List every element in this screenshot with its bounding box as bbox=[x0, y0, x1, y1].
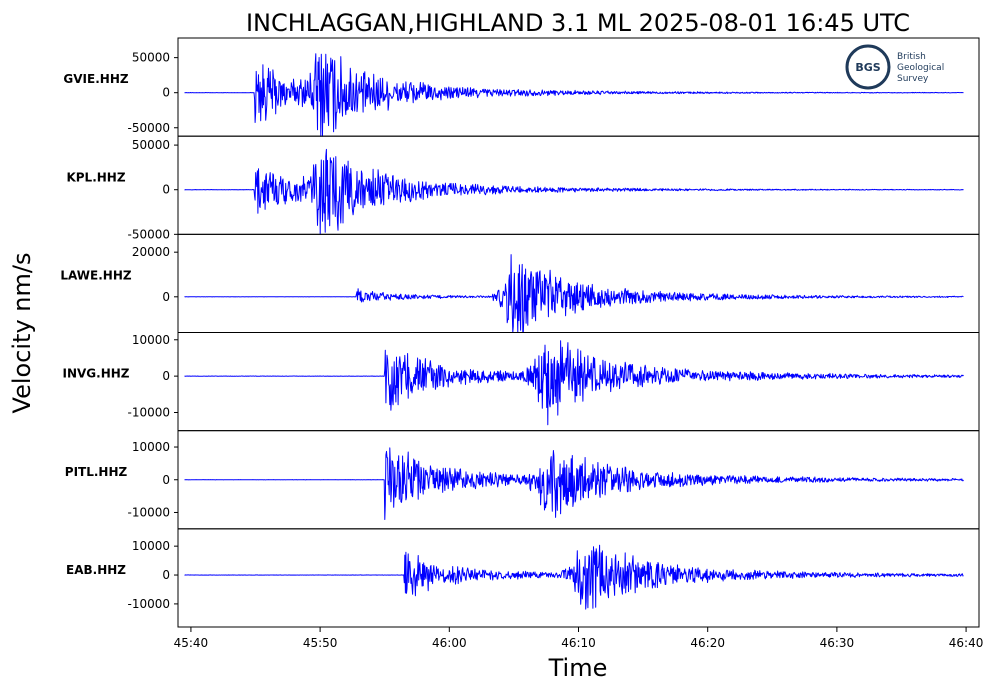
x-axis-label: Time bbox=[548, 654, 608, 682]
x-tick-label: 46:20 bbox=[690, 636, 725, 650]
y-tick-label: 10000 bbox=[132, 539, 170, 553]
bgs-logo: BGS British Geological Survey bbox=[845, 44, 944, 90]
x-tick-label: 46:10 bbox=[561, 636, 596, 650]
y-tick-label: -10000 bbox=[127, 597, 170, 611]
y-tick-label: 10000 bbox=[132, 333, 170, 347]
bgs-logo-line-1: British bbox=[897, 52, 926, 62]
waveform-lawe-hhz bbox=[184, 254, 964, 333]
y-tick-label: 0 bbox=[162, 568, 170, 582]
waveform-pitl-hhz bbox=[184, 447, 964, 520]
trace-panels: GVIE.HHZ500000-50000KPL.HHZ500000-50000L… bbox=[60, 37, 980, 628]
station-label: GVIE.HHZ bbox=[63, 72, 128, 86]
chart-title: INCHLAGGAN,HIGHLAND 3.1 ML 2025-08-01 16… bbox=[246, 9, 910, 37]
y-axis-label: Velocity nm/s bbox=[8, 253, 36, 414]
y-tick-label: 0 bbox=[162, 290, 170, 304]
waveform-gvie-hhz bbox=[184, 53, 964, 137]
station-label: KPL.HHZ bbox=[66, 170, 125, 184]
waveform-invg-hhz bbox=[184, 340, 964, 426]
y-tick-label: 0 bbox=[162, 369, 170, 383]
x-tick-label: 46:00 bbox=[432, 636, 467, 650]
y-tick-label: 0 bbox=[162, 86, 170, 100]
x-tick-label: 45:50 bbox=[303, 636, 338, 650]
x-axis: 45:40 45:50 46:00 46:10 46:20 46:30 46:40 bbox=[174, 627, 984, 650]
station-label: LAWE.HHZ bbox=[60, 268, 131, 282]
trace-panel-kpl-hhz: KPL.HHZ 50000 0 -50000 bbox=[66, 135, 980, 241]
x-tick-label: 46:30 bbox=[820, 636, 855, 650]
y-tick-label: -50000 bbox=[127, 121, 170, 135]
trace-panel-gvie-hhz: GVIE.HHZ 50000 0 -50000 bbox=[63, 37, 980, 137]
y-tick-label: 20000 bbox=[132, 245, 170, 259]
y-tick-label: 10000 bbox=[132, 440, 170, 454]
waveform-kpl-hhz bbox=[184, 148, 964, 235]
station-label: INVG.HHZ bbox=[63, 367, 130, 381]
x-tick-label: 46:40 bbox=[949, 636, 984, 650]
trace-panel-pitl-hhz: PITL.HHZ 10000 0 -10000 bbox=[65, 430, 980, 530]
waveform-eab-hhz bbox=[184, 544, 964, 610]
y-tick-label: 0 bbox=[162, 183, 170, 197]
trace-panel-invg-hhz: INVG.HHZ 10000 0 -10000 bbox=[63, 332, 980, 432]
bgs-logo-ring bbox=[845, 44, 891, 90]
station-label: EAB.HHZ bbox=[66, 563, 126, 577]
station-label: PITL.HHZ bbox=[65, 465, 128, 479]
panel-frame bbox=[177, 528, 980, 628]
y-tick-label: 50000 bbox=[132, 138, 170, 152]
y-tick-label: -10000 bbox=[127, 405, 170, 419]
y-tick-label: 50000 bbox=[132, 51, 170, 65]
panel-frame bbox=[177, 233, 980, 333]
bgs-logo-line-2: Geological bbox=[897, 63, 944, 73]
y-tick-label: -10000 bbox=[127, 505, 170, 519]
bgs-logo-line-3: Survey bbox=[897, 74, 929, 84]
panel-frame bbox=[177, 135, 980, 235]
y-tick-label: 0 bbox=[162, 473, 170, 487]
trace-panel-eab-hhz: EAB.HHZ 10000 0 -10000 bbox=[66, 528, 980, 628]
x-tick-label: 45:40 bbox=[174, 636, 209, 650]
bgs-logo-mark: BGS bbox=[855, 61, 880, 74]
y-tick-label: -50000 bbox=[127, 227, 170, 241]
